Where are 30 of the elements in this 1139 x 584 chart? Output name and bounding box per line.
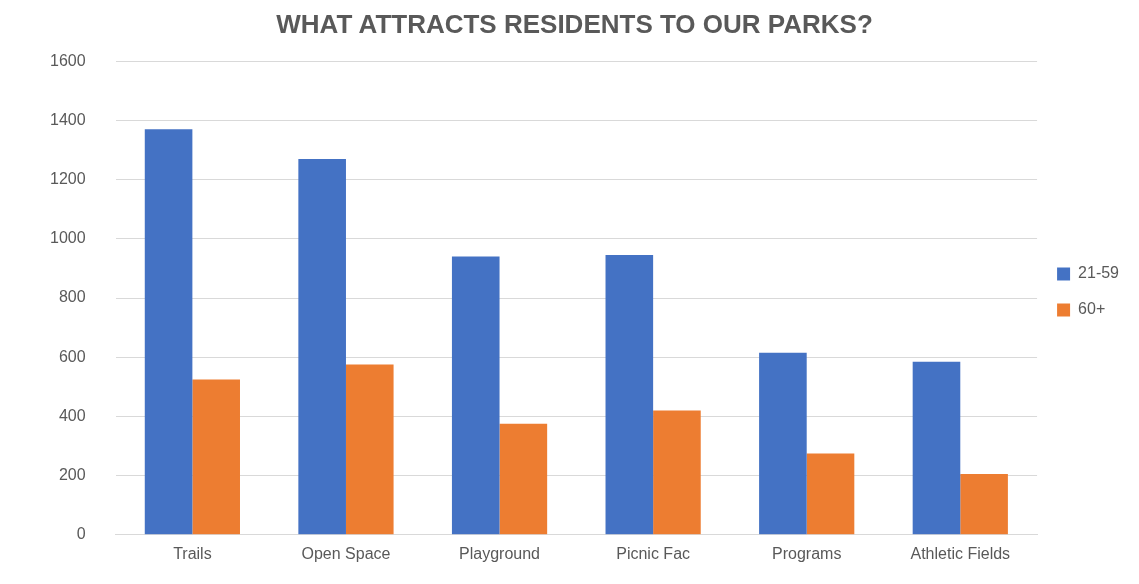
bar [192,379,240,535]
legend-label: 21-59 [1078,264,1120,282]
x-tick-label: Open Space [301,544,391,562]
x-tick-label: Playground [459,544,541,562]
y-tick-label: 1200 [50,170,86,188]
bar [759,352,807,535]
x-tick-label: Athletic Fields [910,544,1011,562]
y-tick-label: 1400 [50,110,86,128]
bar [912,361,961,535]
x-tick-label: Trails [173,544,212,562]
y-tick-label: 200 [58,466,86,484]
x-tick-label: Programs [772,544,842,562]
bar [144,129,193,535]
y-tick-label: 0 [76,525,86,543]
bar [605,255,654,535]
y-tick-label: 1000 [50,229,86,247]
y-tick-label: 800 [58,288,86,306]
bar [451,256,500,535]
bar [960,474,1008,535]
bar [653,410,701,535]
y-tick-label: 1600 [50,51,86,69]
y-tick-label: 600 [58,347,86,365]
bar [345,364,394,535]
x-tick-label: Picnic Fac [616,544,691,562]
legend-label: 60+ [1078,300,1106,318]
y-tick-label: 400 [58,406,86,424]
bar [298,158,346,535]
chart-title: WHAT ATTRACTS RESIDENTS TO OUR PARKS? [276,8,873,39]
bar [499,423,548,535]
bar [806,453,855,535]
